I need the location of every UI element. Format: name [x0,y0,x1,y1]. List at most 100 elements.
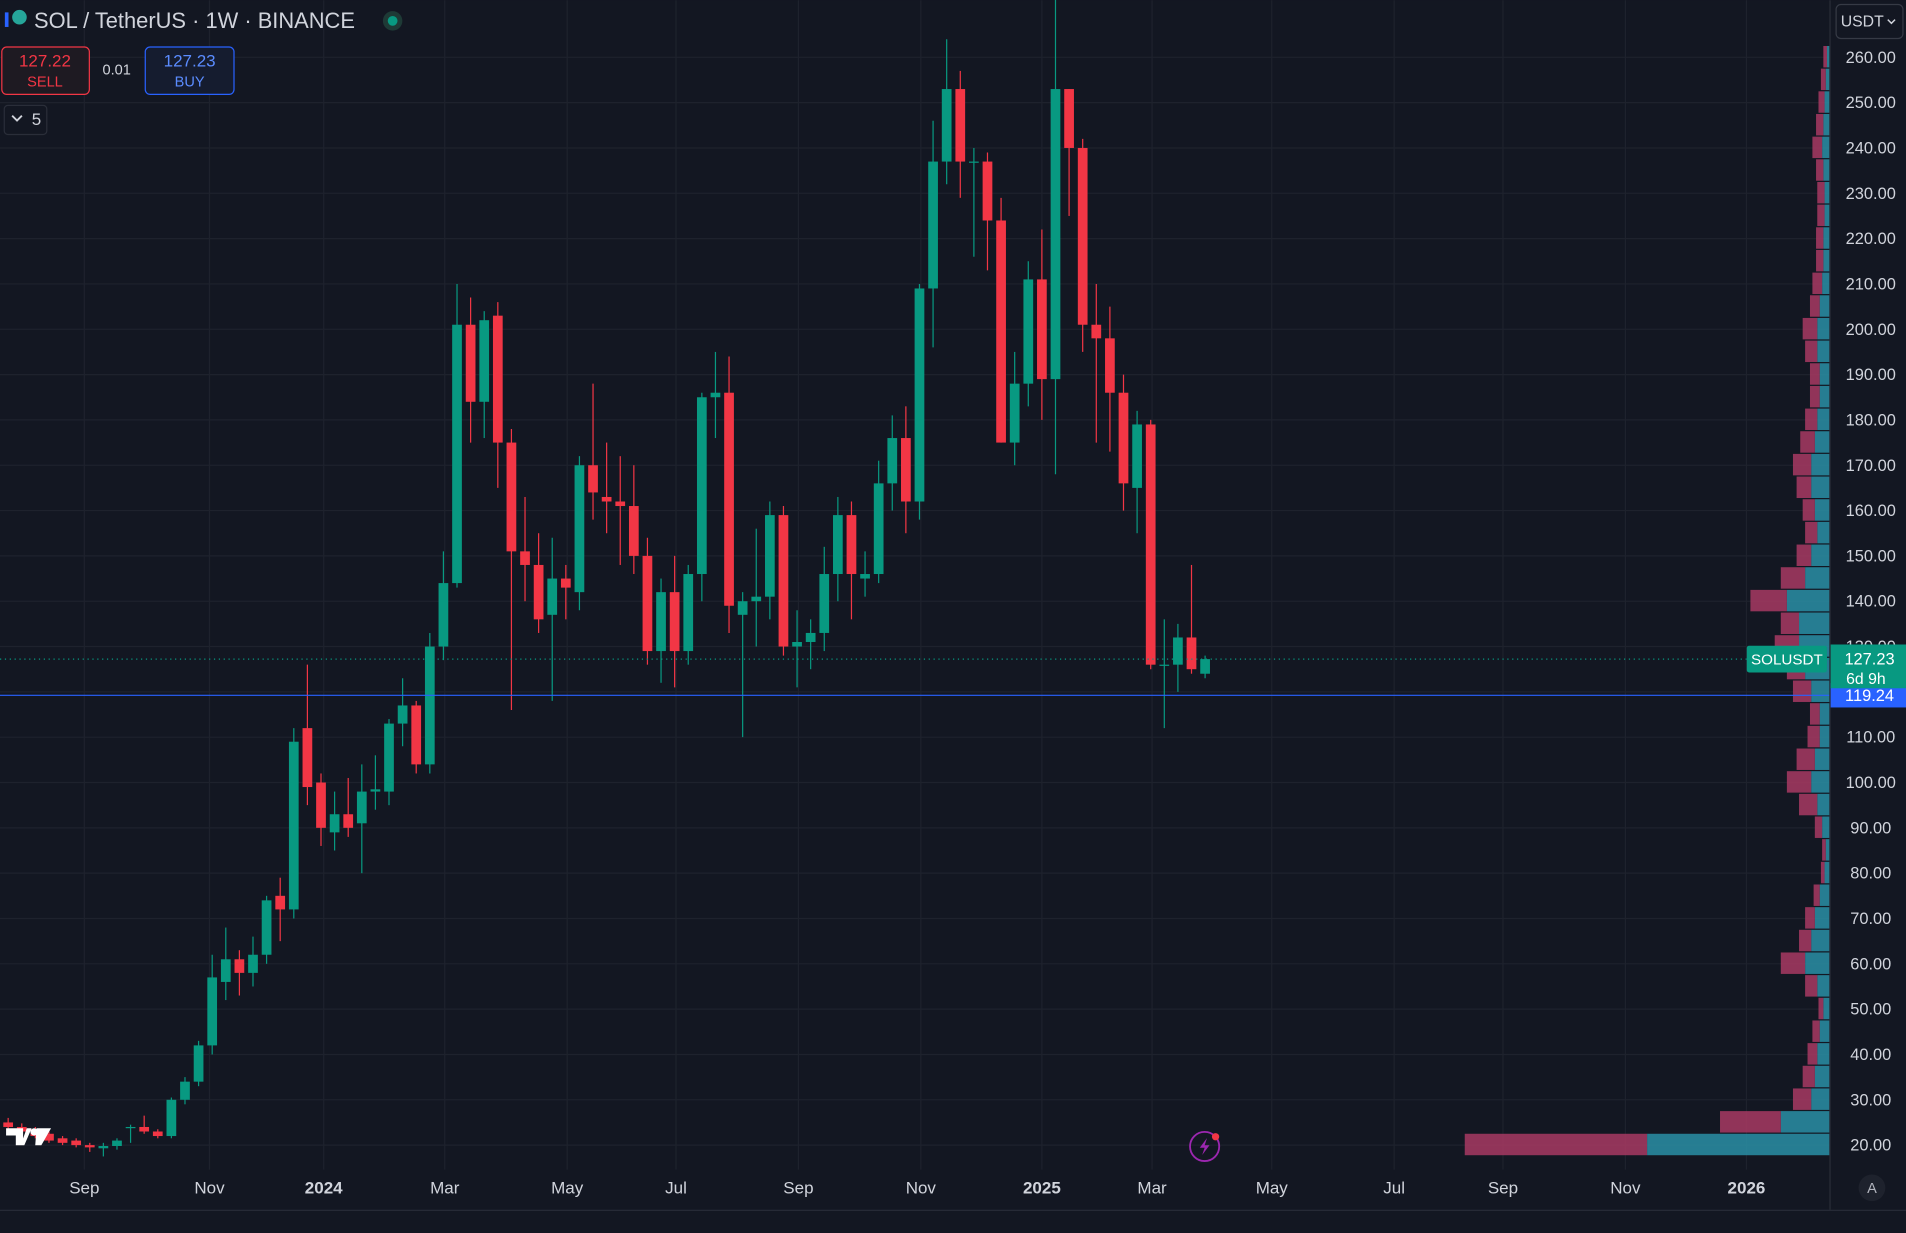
candle-body [234,959,245,973]
candle-body [57,1138,68,1143]
profile-up [1824,91,1830,113]
candle-body [316,782,326,828]
candle-body [737,601,748,615]
profile-down [1809,363,1820,385]
x-tick-label: Nov [1610,1179,1641,1198]
overlay [0,658,1830,696]
logo [6,1128,52,1146]
candle-body [207,977,218,1046]
buy-button[interactable] [144,46,235,96]
candle-body [1105,338,1115,393]
candle-body [914,288,925,502]
buy-price: 127.23 [164,52,216,71]
profile-down [1812,136,1823,159]
x-tick-label: 2024 [305,1179,343,1198]
y-tick-label: 140.00 [1846,593,1896,611]
profile-up [1819,385,1830,408]
volume-profile [1464,45,1830,1156]
candle-body [261,900,272,955]
profile-down [1780,567,1806,589]
auto-scale: A [1867,1181,1877,1197]
profile-down [1822,839,1826,861]
profile-down [1814,816,1823,838]
candle-body [642,555,653,652]
x-tick-label: 2026 [1728,1179,1766,1198]
profile-down [1802,499,1815,521]
y-tick-label: 40.00 [1850,1046,1891,1064]
candle-body [819,574,830,633]
candle-body [887,438,898,484]
candle-body [180,1081,190,1100]
time-axis-labels: Sep Nov 2024 Mar May Jul Sep Nov 2025 Mar May Jul Se… [69,1179,1765,1198]
candle-body [397,705,408,724]
profile-up [1819,884,1830,906]
y-tick-label: 220.00 [1846,230,1896,248]
currency-button[interactable] [1835,3,1904,40]
profile-down [1792,680,1812,702]
profile-up [1824,204,1830,227]
profile-down [1780,612,1800,634]
indicators-count: 5 [32,110,41,129]
y-tick-label: 70.00 [1850,910,1891,928]
profile-up [1819,725,1830,748]
candle-body [3,1122,14,1127]
x-tick-label: Sep [783,1179,813,1198]
profile-down [1813,884,1820,906]
symbol-icon [12,9,27,25]
profile-down [1805,521,1818,544]
profile-up [1817,340,1830,363]
profile-down [1796,748,1815,770]
profile-down [1818,997,1824,1020]
candle-body [411,705,422,765]
profile-down [1817,204,1825,227]
profile-up [1811,929,1830,952]
profile-down [1816,249,1824,272]
profile-down [1809,703,1820,725]
symbol-label-bg [1746,645,1827,673]
profile-up [1819,295,1830,317]
x-tick-label: Sep [69,1179,99,1198]
profile-down [1786,771,1812,793]
profile-up [1811,544,1830,567]
profile-down [1816,159,1824,181]
candle-body [302,728,313,788]
profile-down [1800,431,1815,453]
y-tick-label: 180.00 [1846,411,1896,429]
candle-body [329,814,340,833]
candle-body [860,574,870,579]
candle-body [955,89,966,162]
profile-up [1822,136,1830,159]
candle-body [71,1140,82,1146]
profile-up [1822,272,1830,295]
profile-down [1799,929,1812,952]
candle-body [98,1146,109,1149]
y-tick-label: 150.00 [1846,547,1896,565]
profile-up [1826,45,1830,68]
profile-up [1825,839,1830,861]
profile-down [1805,907,1815,929]
profile-up [1780,1111,1830,1133]
profile-up [1819,1020,1830,1042]
candle-body [846,515,857,575]
auto-scale-button[interactable] [1858,1174,1886,1202]
profile-up [1814,748,1830,770]
profile-down [1816,227,1824,249]
profile-up [1811,476,1830,499]
candle-body [792,642,802,647]
candle-body [275,895,286,910]
sell-button[interactable] [1,46,90,96]
indicators-toggle[interactable] [3,104,48,136]
y-tick-label: 110.00 [1846,729,1895,747]
y-tick-label: 170.00 [1846,457,1896,475]
profile-up [1817,1043,1830,1065]
profile-down [1802,1065,1815,1088]
x-tick-label: Jul [665,1179,687,1198]
y-tick-label: 210.00 [1846,275,1896,293]
candle-body [384,723,394,792]
lightning-button[interactable] [1189,1130,1221,1162]
y-tick-label: 50.00 [1850,1001,1891,1019]
candle-body [778,515,789,647]
y-tick-label: 30.00 [1850,1091,1891,1109]
